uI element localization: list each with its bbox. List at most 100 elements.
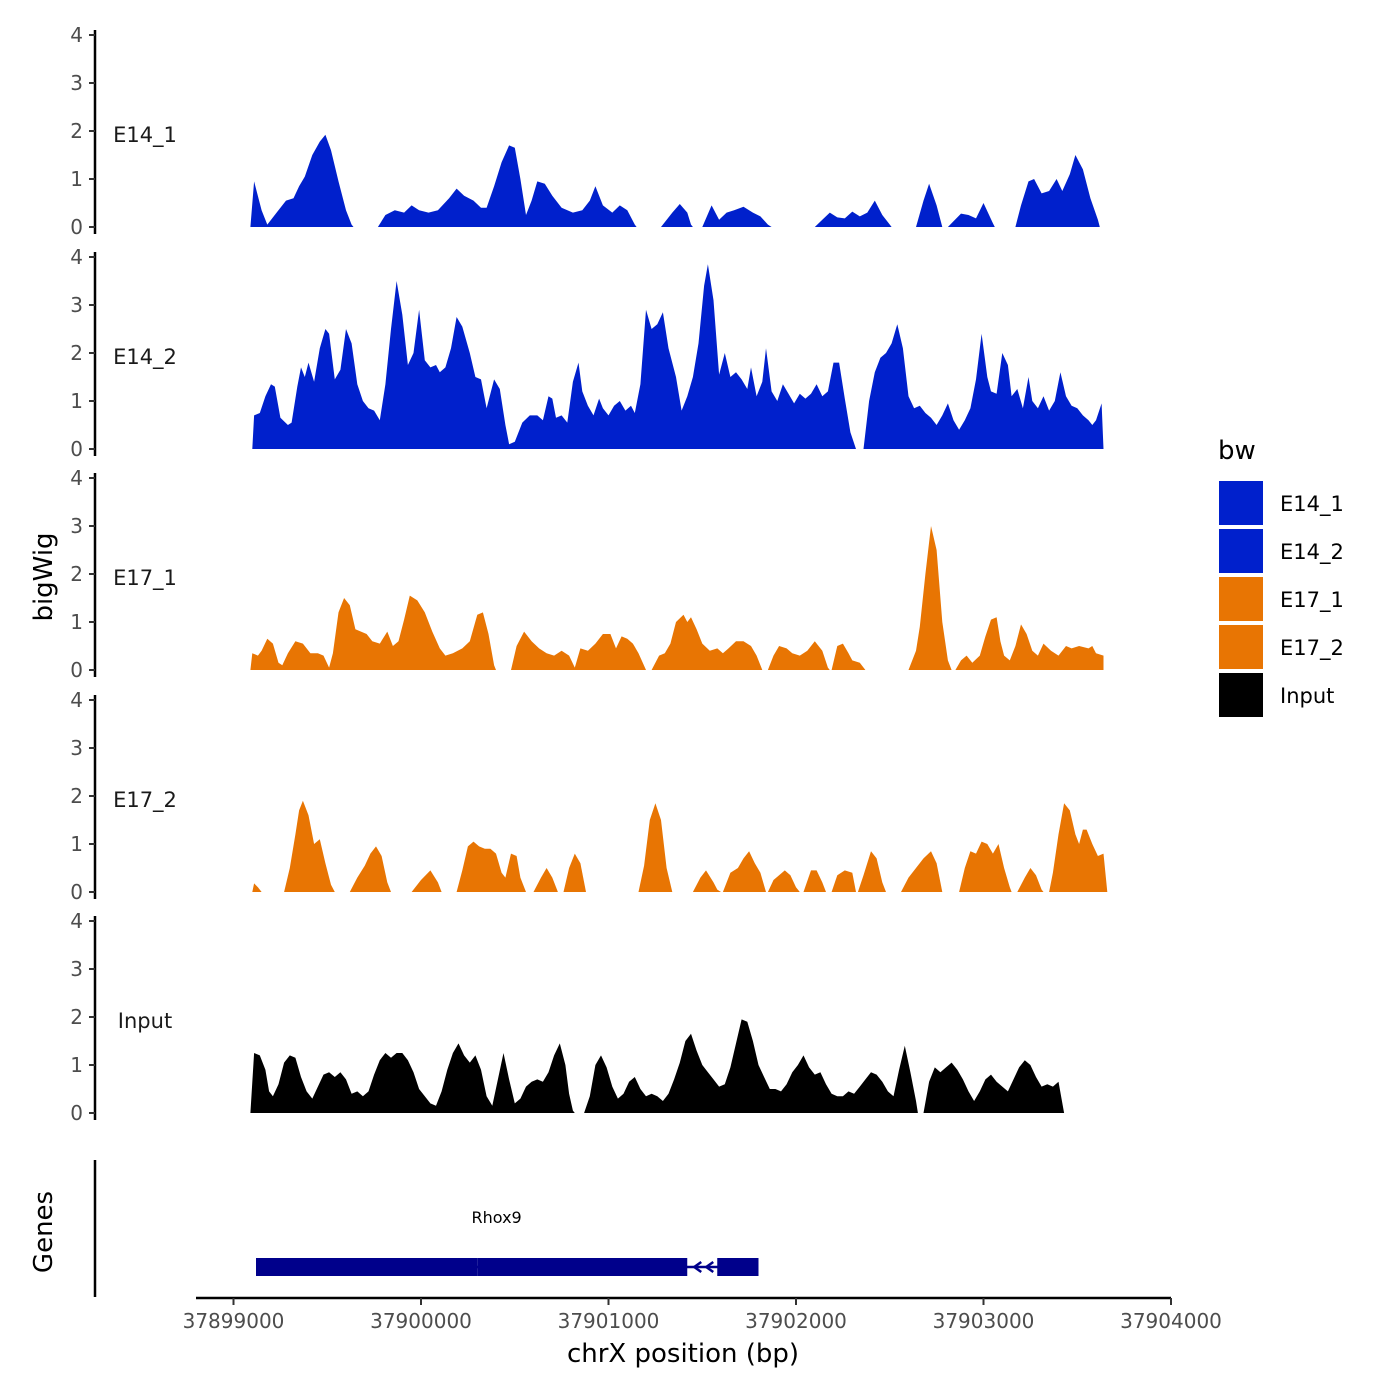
signal-area: [563, 853, 586, 892]
gene-exon: [477, 1258, 609, 1276]
signal-area: [250, 134, 354, 227]
y-tick-label: 3: [70, 957, 83, 981]
signal-area: [863, 324, 1104, 449]
y-tick-label: 4: [70, 245, 83, 269]
legend-swatch: [1219, 673, 1263, 717]
signal-area: [767, 641, 830, 670]
gene-exon: [256, 1258, 294, 1276]
signal-area: [916, 183, 943, 227]
signal-area: [1017, 868, 1044, 892]
signal-area: [1015, 155, 1100, 227]
y-tick-label: 4: [70, 909, 83, 933]
signal-area: [959, 841, 1012, 892]
y-tick-label: 3: [70, 736, 83, 760]
signal-area: [638, 803, 673, 892]
legend-label: Input: [1280, 684, 1334, 708]
legend-label: E14_1: [1280, 492, 1344, 517]
signal-area: [661, 204, 693, 227]
y-tick-label: 2: [70, 784, 83, 808]
signal-area: [767, 870, 800, 892]
x-tick-label: 37903000: [933, 1309, 1035, 1333]
y-tick-label: 2: [70, 1005, 83, 1029]
y-tick-label: 4: [70, 466, 83, 490]
legend-label: E17_2: [1280, 636, 1344, 661]
legend-swatch: [1219, 481, 1263, 525]
signal-area: [533, 868, 558, 892]
signal-area: [702, 205, 772, 227]
y-tick-label: 2: [70, 119, 83, 143]
signal-area: [831, 870, 856, 892]
legend-swatch: [1219, 577, 1263, 621]
gene-exon: [293, 1258, 478, 1276]
signal-area: [377, 145, 637, 227]
legend-entry-E17_2: E17_2: [1219, 625, 1344, 669]
track-E17_2: 0 1 2 3 4 E17_2: [70, 688, 1108, 904]
strand-arrow: [704, 1260, 714, 1274]
signal-tracks: 0 1 2 3 4 E14_1 0 1 2 3 4 E14_2 0 1 2 3 4 E17_1 0 1 2 3 4 E17_2…: [70, 23, 1108, 1125]
signal-area: [831, 643, 868, 670]
y-tick-label: 1: [70, 167, 83, 191]
legend-entry-Input: Input: [1219, 673, 1334, 717]
signal-area: [411, 870, 442, 892]
signal-area: [511, 631, 646, 670]
signal-area: [901, 851, 943, 892]
y-tick-label: 0: [70, 880, 83, 904]
x-tick-label: 37899000: [183, 1309, 285, 1333]
x-tick-label: 37902000: [745, 1309, 847, 1333]
signal-area: [252, 883, 262, 892]
legend: bw E14_1 E14_2 E17_1 E17_2 Input: [1218, 436, 1344, 717]
x-axis: 37899000 37900000 37901000 37902000 37903000…: [183, 1296, 1222, 1333]
y-tick-label: 4: [70, 23, 83, 47]
track-E14_1: 0 1 2 3 4 E14_1: [70, 23, 1100, 239]
signal-area: [1049, 803, 1108, 892]
signal-area: [250, 595, 496, 670]
y-tick-label: 2: [70, 341, 83, 365]
y-tick-label: 1: [70, 389, 83, 413]
y-tick-label: 0: [70, 1101, 83, 1125]
gene-name-label: Rhox9: [472, 1208, 522, 1227]
y-tick-label: 3: [70, 71, 83, 95]
y-tick-label: 0: [70, 658, 83, 682]
track-label: E17_1: [113, 566, 177, 591]
signal-area: [692, 870, 721, 892]
gene-exon: [608, 1258, 688, 1276]
signal-area: [250, 1043, 575, 1113]
y-tick-label: 3: [70, 293, 83, 317]
x-tick-label: 37900000: [370, 1309, 472, 1333]
signal-area: [814, 200, 892, 227]
legend-entry-E14_2: E14_2: [1219, 529, 1344, 573]
signal-area: [947, 203, 995, 227]
track-E17_1: 0 1 2 3 4 E17_1: [70, 466, 1104, 682]
legend-entry-E14_1: E14_1: [1219, 481, 1344, 525]
signal-area: [651, 614, 763, 670]
y-tick-label: 0: [70, 437, 83, 461]
legend-label: E17_1: [1280, 588, 1344, 613]
signal-area: [584, 1019, 918, 1113]
legend-label: E14_2: [1280, 540, 1344, 565]
gene-track: Rhox9: [93, 1160, 759, 1297]
signal-area: [857, 851, 886, 892]
x-axis-title: chrX position (bp): [567, 1339, 799, 1369]
signal-area: [349, 846, 391, 892]
track-label: E14_1: [113, 123, 177, 148]
y-axis-title: bigWig: [29, 532, 59, 621]
gene-exon: [717, 1258, 759, 1276]
x-tick-label: 37904000: [1120, 1309, 1222, 1333]
y-tick-label: 3: [70, 514, 83, 538]
legend-entry-E17_1: E17_1: [1219, 577, 1344, 621]
legend-title: bw: [1218, 436, 1256, 466]
legend-swatch: [1219, 625, 1263, 669]
y-tick-label: 4: [70, 688, 83, 712]
track-E14_2: 0 1 2 3 4 E14_2: [70, 245, 1104, 461]
x-tick-label: 37901000: [558, 1309, 660, 1333]
track-label: Input: [118, 1009, 172, 1033]
gene-Rhox9: Rhox9: [256, 1208, 759, 1276]
signal-area: [923, 1060, 1065, 1113]
signal-area: [252, 264, 857, 449]
signal-area: [456, 841, 526, 892]
y-tick-label: 1: [70, 1053, 83, 1077]
strand-arrow: [692, 1260, 702, 1274]
signal-area: [955, 617, 1104, 670]
gene-axis-title: Genes: [29, 1191, 59, 1273]
